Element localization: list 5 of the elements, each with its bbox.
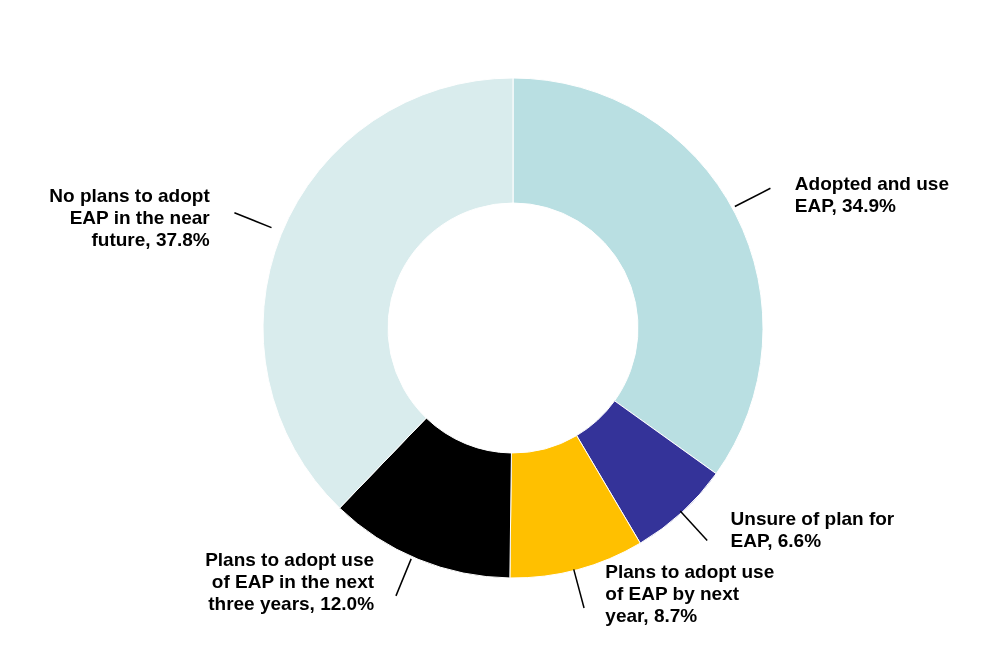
slice-label: No plans to adopt EAP in the near future, 37.8% [49, 185, 211, 251]
slice-label: Plans to adopt use of EAP in the next three years, 12.0% [205, 549, 375, 615]
slice-label: Unsure of plan for EAP, 6.6% [730, 507, 895, 551]
slice-label: Plans to adopt use of EAP by next year, 8.7% [605, 560, 775, 626]
slice-label: Adopted and use EAP, 34.9% [794, 173, 949, 217]
